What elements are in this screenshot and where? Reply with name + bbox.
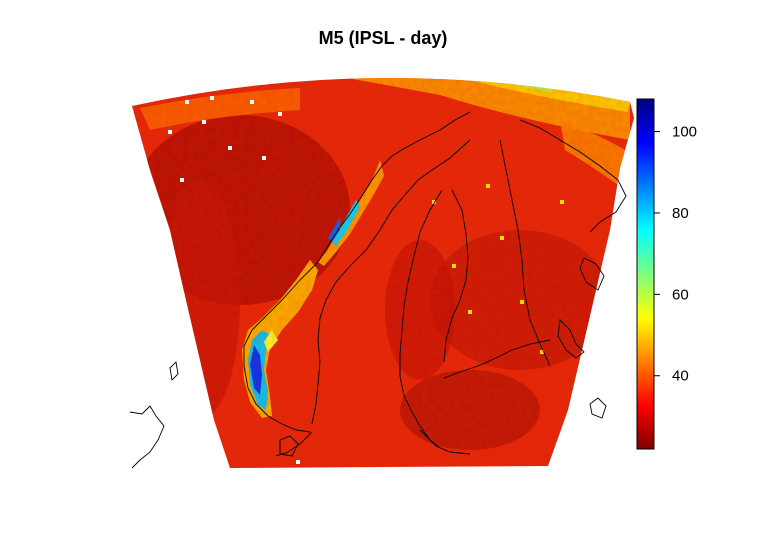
colorbar-scale	[636, 98, 655, 450]
colorbar-tick-label: 100	[672, 124, 697, 141]
colorbar-tick-label: 80	[672, 205, 689, 222]
colorbar-ticks: 40 60 80 100	[654, 124, 697, 385]
colorbar-tick-label: 60	[672, 286, 689, 303]
colorbar: 40 60 80 100	[636, 98, 697, 450]
colorbar-tick-label: 40	[672, 368, 689, 385]
map-title: M5 (IPSL - day)	[318, 28, 448, 48]
coastlines	[129, 111, 627, 469]
field-raster	[132, 77, 634, 468]
